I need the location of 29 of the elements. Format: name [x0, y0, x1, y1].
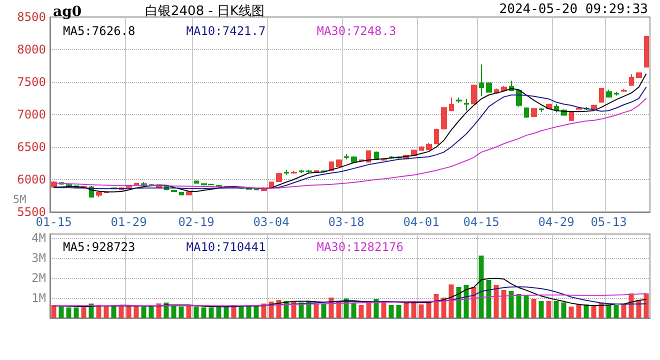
text: MA30:1282176: [316, 240, 404, 254]
y-tick-label: 4M: [32, 231, 46, 245]
y-tick-label: 8000: [17, 42, 46, 56]
text: MA5:928723: [63, 240, 136, 254]
y-tick-label: 8500: [17, 10, 46, 24]
y-tick-label: 2M: [32, 271, 46, 285]
text: MA10:710441: [186, 240, 266, 254]
chart-subtitle: ag0: [53, 4, 82, 20]
text: 2024-05-20 09:29:33: [499, 2, 648, 17]
text: MA10:7421.7: [186, 24, 266, 38]
x-tick-label: 03-18: [328, 215, 364, 229]
text: 5M: [13, 193, 27, 206]
x-tick-label: 04-15: [463, 215, 500, 229]
x-tick-label: 04-01: [403, 215, 440, 229]
y-tick-label: 3M: [32, 251, 46, 265]
y-tick-label: 6000: [17, 172, 46, 186]
x-tick-label: 05-13: [590, 215, 627, 229]
y-tick-label: 7000: [17, 108, 46, 122]
text: MA30:7248.3: [316, 24, 396, 38]
text: MA5:7626.8: [63, 24, 136, 38]
y-tick-label: 7500: [17, 75, 46, 89]
x-tick-label: 02-19: [178, 215, 214, 229]
y-tick-label: 6500: [17, 140, 46, 154]
x-tick-label: 01-29: [110, 215, 147, 229]
x-tick-label: 04-29: [538, 215, 574, 229]
chart-title: 白银2408 - 日K线图: [145, 4, 265, 19]
x-tick-label: 03-04: [253, 215, 290, 229]
y-tick-label: 1M: [32, 291, 46, 305]
x-tick-label: 01-15: [36, 215, 72, 229]
